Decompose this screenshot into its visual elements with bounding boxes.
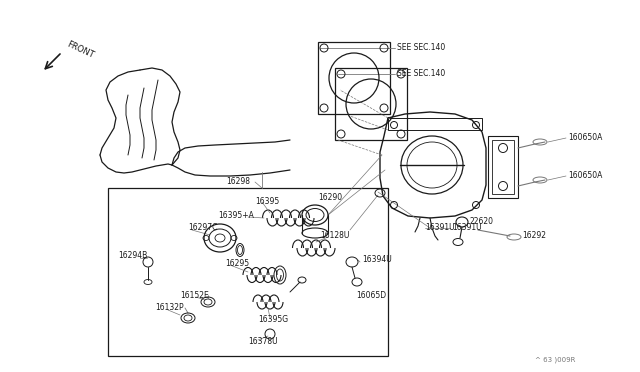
- Text: 16297C: 16297C: [188, 224, 218, 232]
- Text: SEE SEC.140: SEE SEC.140: [397, 70, 445, 78]
- Text: 160650A: 160650A: [568, 171, 602, 180]
- Text: 16295: 16295: [225, 259, 249, 267]
- Text: FRONT: FRONT: [65, 40, 95, 60]
- Bar: [318, 42, 390, 114]
- Text: 16290: 16290: [318, 193, 342, 202]
- Text: 16391U: 16391U: [452, 224, 482, 232]
- Text: 16294B: 16294B: [118, 250, 147, 260]
- Text: SEE SEC.140: SEE SEC.140: [397, 44, 445, 52]
- Text: 22620: 22620: [470, 218, 494, 227]
- Text: 16395G: 16395G: [258, 315, 288, 324]
- Text: 16128U: 16128U: [320, 231, 349, 240]
- Text: 160650A: 160650A: [568, 134, 602, 142]
- Bar: [388, 118, 482, 130]
- Text: 16394U: 16394U: [362, 256, 392, 264]
- Bar: [335, 68, 407, 140]
- Bar: [488, 136, 518, 198]
- Text: 16378U: 16378U: [248, 337, 278, 346]
- Text: 16132P: 16132P: [155, 304, 184, 312]
- Text: ^ 63 )009R: ^ 63 )009R: [534, 357, 575, 363]
- Text: 16065D: 16065D: [356, 291, 386, 299]
- Text: 16395+A: 16395+A: [218, 211, 254, 219]
- Text: 16292: 16292: [522, 231, 546, 241]
- Text: 16152E: 16152E: [180, 291, 209, 299]
- Text: 16395: 16395: [255, 198, 279, 206]
- Bar: [492, 140, 514, 194]
- Text: 16391U: 16391U: [425, 224, 454, 232]
- Text: 16298: 16298: [226, 177, 250, 186]
- Bar: [108, 188, 388, 356]
